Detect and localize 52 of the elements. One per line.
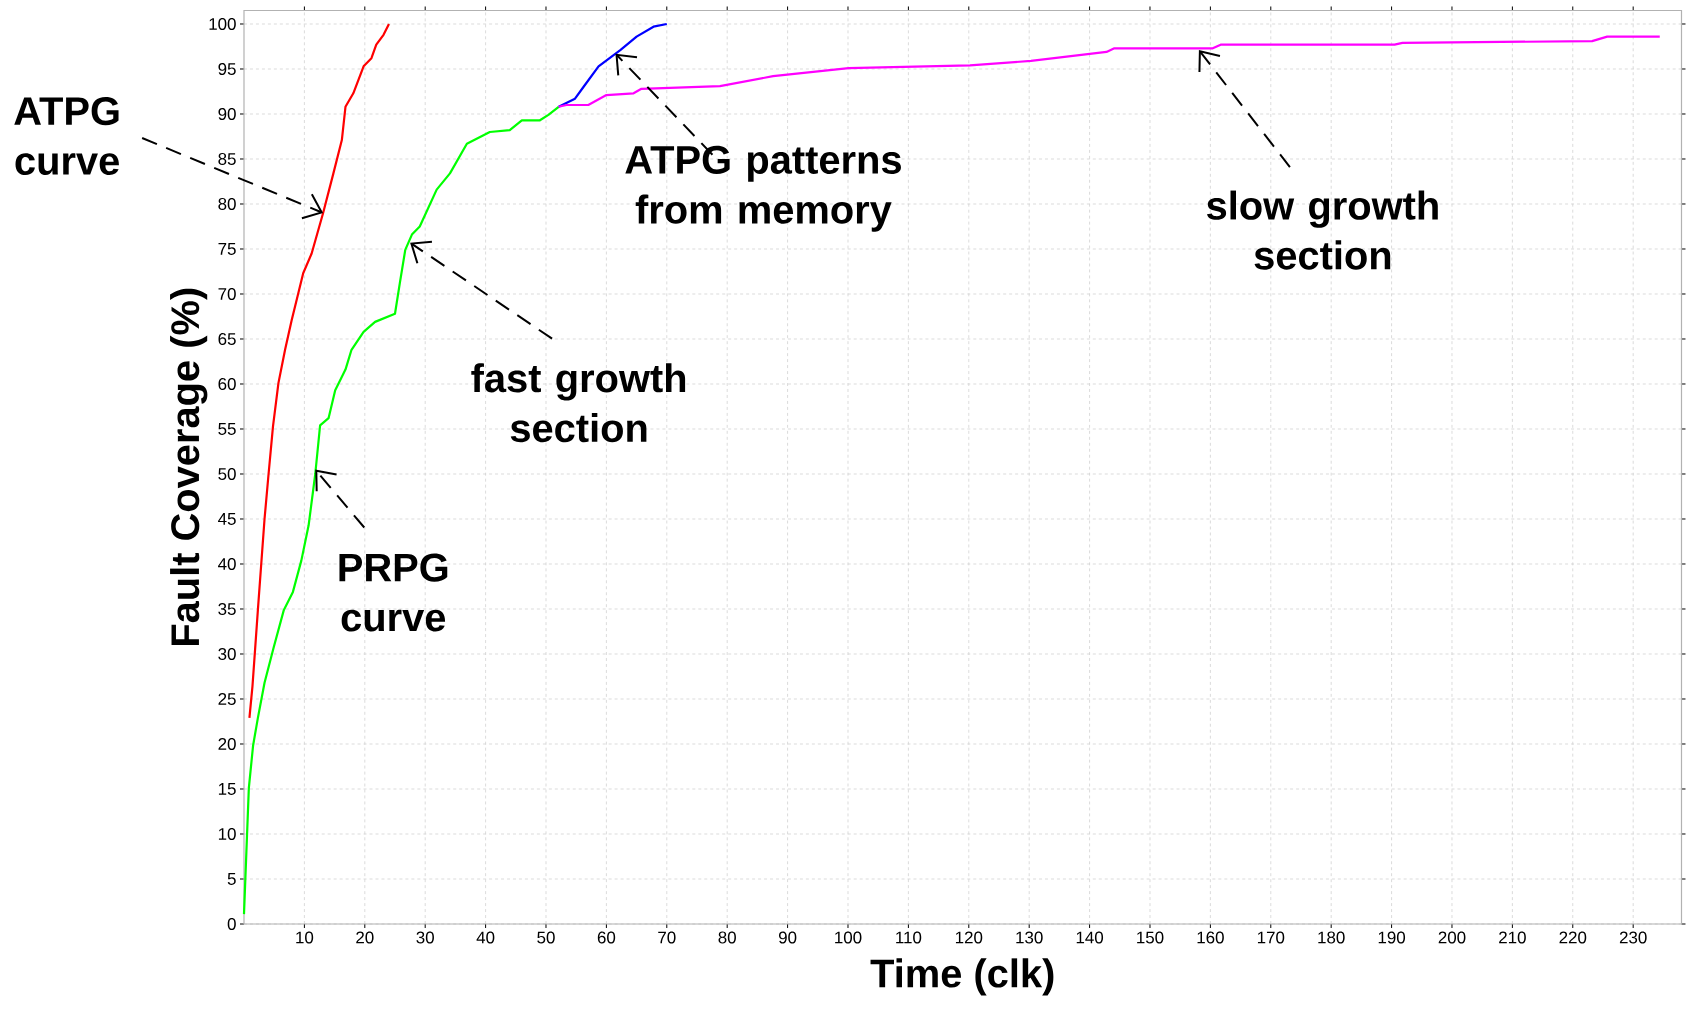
annotation: slow growth section (1206, 190, 1438, 270)
y-tick-label: 55 (218, 423, 236, 435)
x-tick-label: 220 (1559, 931, 1587, 944)
x-tick-label: 160 (1197, 931, 1224, 944)
x-tick-label: 200 (1438, 931, 1466, 944)
x-tick-label: 130 (1016, 931, 1043, 944)
x-tick-label: 180 (1318, 931, 1345, 944)
y-tick-label: 35 (218, 603, 236, 615)
x-tick-label: 120 (955, 931, 983, 944)
y-tick-label: 75 (218, 243, 236, 255)
x-tick-label: 100 (835, 931, 862, 944)
y-tick-label: 20 (218, 738, 236, 750)
x-tick-label: 70 (658, 931, 676, 944)
y-tick-label: 25 (218, 693, 236, 705)
x-tick-label: 170 (1257, 931, 1285, 944)
annotation: ATPG patterns from memory (625, 145, 901, 232)
y-tick-label: 80 (218, 197, 236, 210)
annotation: ATPG curve (14, 96, 119, 176)
x-axis-title: Time (clk) (870, 958, 1054, 996)
y-tick-label: 10 (218, 828, 236, 840)
line-series (557, 35, 1661, 108)
y-tick-label: 40 (218, 558, 236, 570)
x-tick-label: 40 (476, 931, 495, 944)
y-tick-label: 15 (218, 783, 236, 795)
annotation: fast growth section (471, 363, 686, 443)
x-tick-label: 210 (1499, 931, 1526, 944)
y-tick-label: 30 (218, 648, 236, 660)
x-tick-label: 30 (416, 931, 434, 944)
y-tick-label: 60 (218, 377, 236, 390)
x-tick-label: 190 (1378, 931, 1406, 944)
x-tick-label: 140 (1076, 931, 1104, 944)
y-tick-label: 0 (227, 918, 236, 930)
x-tick-label: 90 (778, 931, 797, 944)
x-tick-label: 60 (597, 931, 616, 944)
y-tick-label: 45 (218, 513, 236, 525)
y-tick-label: 90 (218, 107, 236, 120)
x-tick-label: 10 (296, 931, 314, 944)
y-tick-label: 5 (227, 873, 236, 885)
x-tick-label: 50 (537, 931, 555, 944)
x-tick-label: 150 (1137, 931, 1164, 944)
x-tick-label: 20 (356, 931, 374, 944)
y-tick-label: 65 (218, 332, 236, 345)
y-axis-title: Fault Coverage (%) (170, 288, 208, 646)
x-tick-label: 80 (718, 931, 736, 944)
y-tick-label: 85 (218, 152, 236, 165)
y-tick-label: 70 (218, 287, 236, 300)
y-tick-label: 95 (218, 62, 236, 75)
y-tick-label: 100 (209, 17, 236, 30)
x-tick-label: 230 (1619, 931, 1647, 944)
y-tick-label: 50 (218, 468, 236, 480)
annotation: PRPG curve (339, 553, 448, 632)
x-tick-label: 110 (896, 931, 922, 944)
